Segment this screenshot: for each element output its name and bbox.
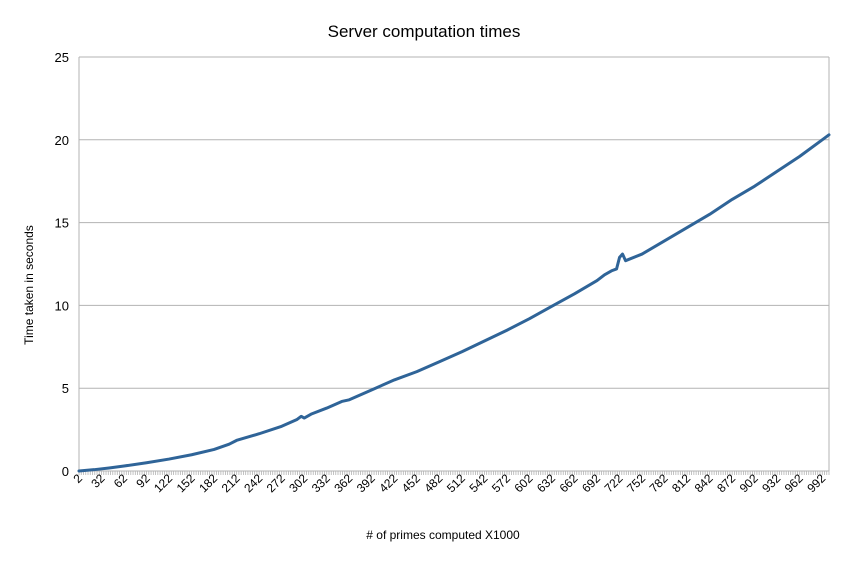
y-tick-label: 10 [55, 298, 69, 313]
x-tick-label: 152 [174, 471, 198, 495]
x-tick-label: 62 [111, 471, 131, 491]
x-tick-label: 92 [133, 471, 153, 491]
x-tick-label: 452 [399, 471, 423, 495]
x-tick-label: 992 [804, 471, 828, 495]
y-axis-label: Time taken in seconds [22, 225, 36, 345]
x-tick-label: 542 [466, 471, 490, 495]
chart-title: Server computation times [328, 22, 521, 41]
x-tick-label: 362 [331, 471, 355, 495]
y-tick-label: 15 [55, 216, 69, 231]
x-tick-label: 752 [624, 471, 648, 495]
x-tick-label: 212 [219, 471, 243, 495]
x-tick-label: 632 [534, 471, 558, 495]
x-tick-label: 692 [579, 471, 603, 495]
x-tick-label: 32 [88, 471, 108, 491]
y-tick-label: 5 [62, 381, 69, 396]
x-tick-label: 332 [309, 471, 333, 495]
x-tick-label: 122 [151, 471, 175, 495]
x-tick-label: 182 [196, 471, 220, 495]
x-tick-label: 272 [264, 471, 288, 495]
x-tick-label: 842 [692, 471, 716, 495]
x-tick-label: 722 [602, 471, 626, 495]
y-tick-label: 0 [62, 464, 69, 479]
x-tick-label: 932 [759, 471, 783, 495]
x-tick-label: 482 [421, 471, 445, 495]
y-tick-label: 25 [55, 50, 69, 65]
x-tick-label: 902 [737, 471, 761, 495]
x-tick-label: 872 [714, 471, 738, 495]
x-tick-label: 602 [512, 471, 536, 495]
x-tick-label: 782 [647, 471, 671, 495]
x-tick-label: 422 [376, 471, 400, 495]
x-tick-labels: 2 32 62 92122152182212242272302332362392422… [70, 471, 828, 495]
x-minor-ticks [78, 471, 830, 475]
x-tick-label: 812 [669, 471, 693, 495]
grid-lines [79, 56, 829, 472]
x-tick-label: 392 [354, 471, 378, 495]
axes [78, 57, 830, 475]
x-tick-label: 302 [286, 471, 310, 495]
x-tick-label: 572 [489, 471, 513, 495]
y-tick-label: 20 [55, 133, 69, 148]
x-tick-label: 512 [444, 471, 468, 495]
y-tick-labels: 0 5 10 15 20 25 [55, 50, 69, 479]
x-tick-label: 242 [241, 471, 265, 495]
series-layer [77, 133, 831, 473]
x-tick-label: 662 [557, 471, 581, 495]
x-axis-label: # of primes computed X1000 [366, 528, 520, 542]
x-tick-label: 962 [782, 471, 806, 495]
series-line-1 [77, 133, 831, 473]
